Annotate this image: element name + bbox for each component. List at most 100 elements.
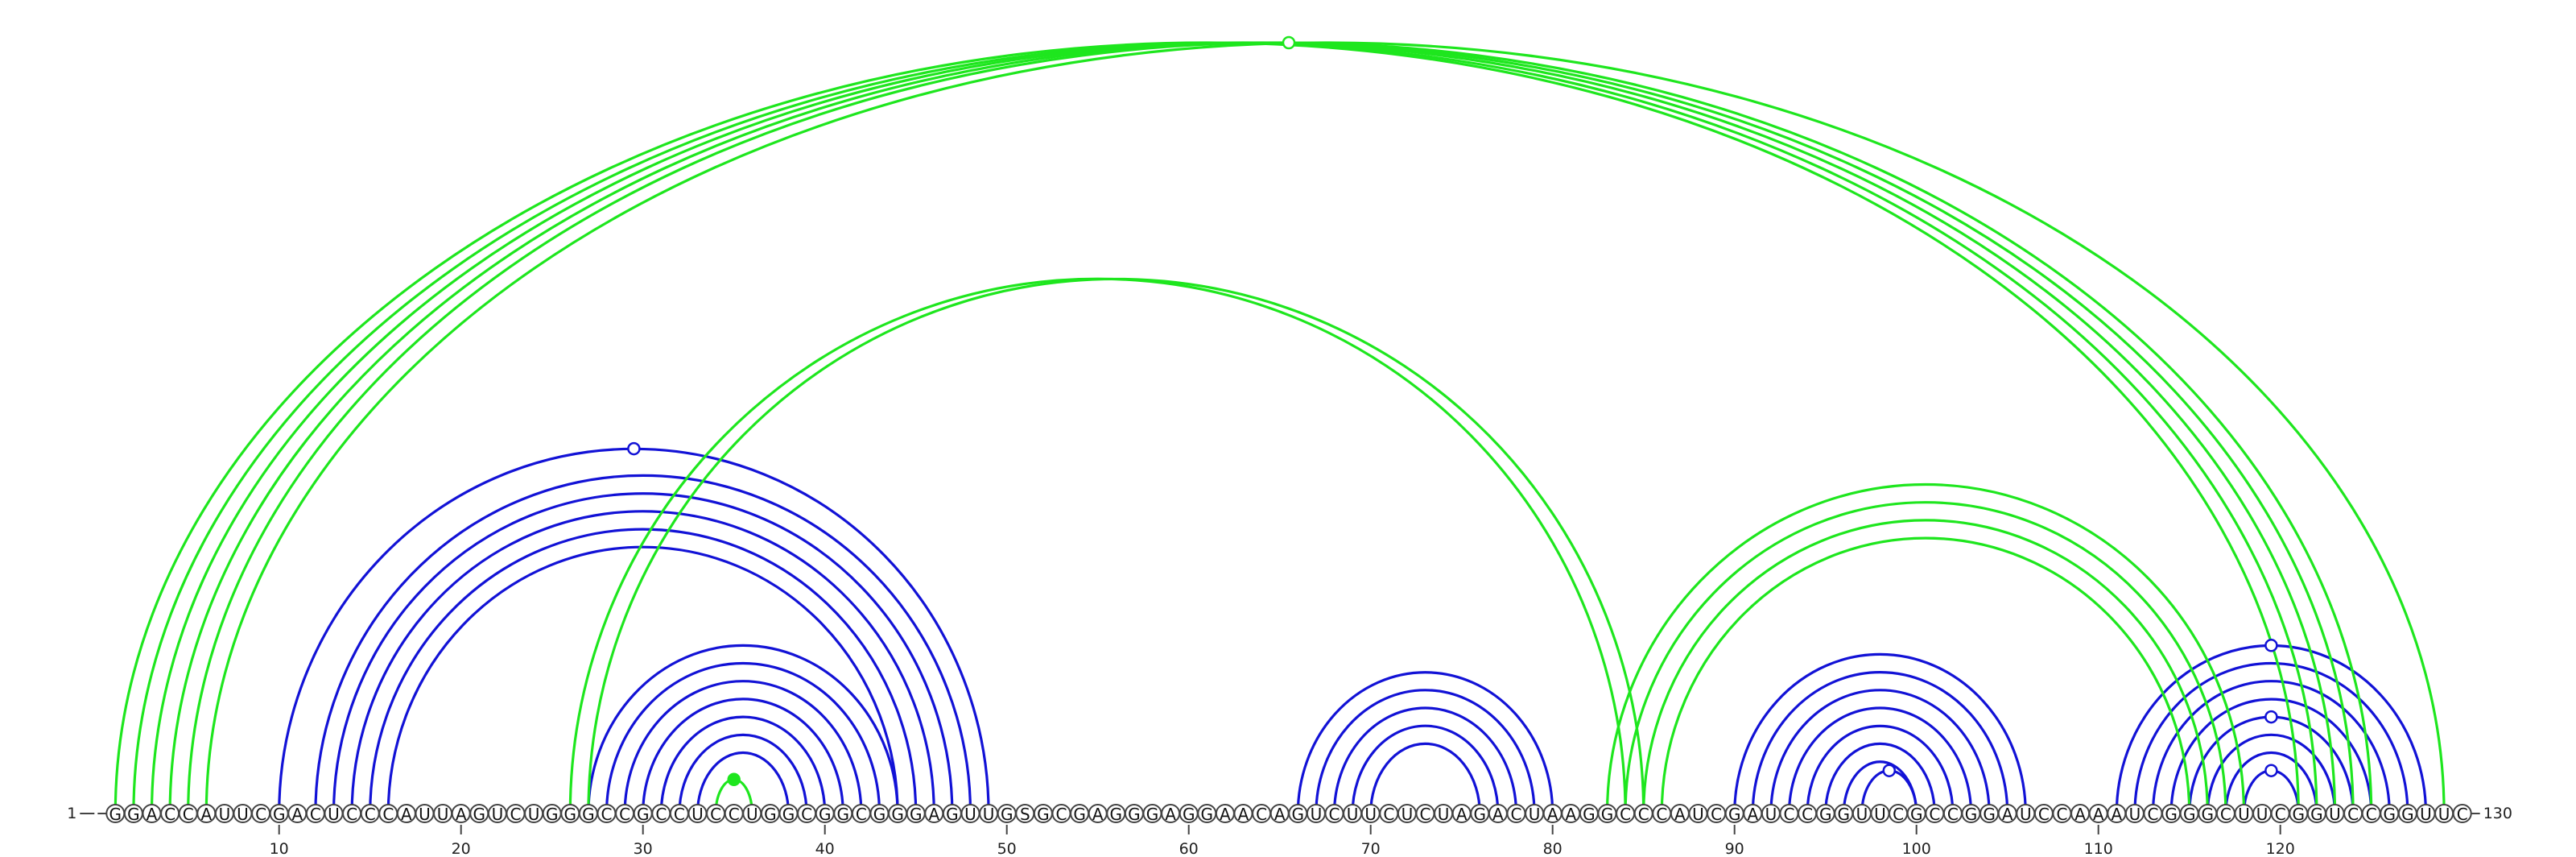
nucleotide-59: A — [1161, 804, 1181, 824]
nucleotide-22: U — [487, 804, 507, 824]
nucleotide-95: G — [1815, 804, 1835, 824]
nucleotide-102: C — [1942, 804, 1963, 824]
arc-blue-68-78 — [1332, 706, 1518, 814]
nucleotide-letter: C — [310, 805, 321, 824]
nucleotide-73: C — [1415, 804, 1435, 824]
nucleotide-letter: C — [674, 805, 685, 824]
nucleotide-letter: G — [1728, 805, 1741, 824]
nucleotide-letter: U — [1438, 805, 1450, 824]
nucleotide-letter: G — [1910, 805, 1923, 824]
nucleotide-letter: A — [1547, 805, 1558, 824]
nucleotide-71: C — [1379, 804, 1399, 824]
nucleotide-letter: C — [710, 805, 721, 824]
arc-blue-66-80 — [1296, 671, 1554, 814]
nucleotide-letter: U — [2256, 805, 2268, 824]
nucleotide-letter: A — [1747, 805, 1758, 824]
tick-label-20: 20 — [452, 840, 471, 857]
nucleotide-letter: G — [891, 805, 904, 824]
nucleotide-6: A — [196, 804, 217, 824]
arc-green-3-123 — [150, 41, 2337, 814]
arc-green-85-116 — [1642, 519, 2209, 814]
nucleotide-letter: A — [1165, 805, 1176, 824]
nucleotide-letter: C — [601, 805, 613, 824]
tick-label-100: 100 — [1902, 840, 1931, 857]
nucleotide-49: U — [979, 804, 999, 824]
nucleotide-letter: C — [1638, 805, 1649, 824]
nucleotide-128: U — [2416, 804, 2436, 824]
nucleotide-letter: C — [801, 805, 812, 824]
arc-green-26-84 — [568, 277, 1627, 814]
nucleotide-126: G — [2380, 804, 2400, 824]
nucleotide-12: C — [305, 804, 325, 824]
nucleotide-88: U — [1688, 804, 1708, 824]
tick-label-50: 50 — [997, 840, 1017, 857]
nucleotide-120: C — [2270, 804, 2290, 824]
tick-label-120: 120 — [2266, 840, 2295, 857]
arc-green-83-118 — [1605, 482, 2246, 814]
tick-layer: 10 20 30 40 50 60 70 80 90 100 110 120 — [80, 813, 2295, 857]
arc-blue-111-128 — [2115, 644, 2428, 814]
nucleotide-53: C — [1051, 804, 1071, 824]
nucleotide-112: U — [2124, 804, 2145, 824]
nucleotide-letter: G — [2293, 805, 2306, 824]
nucleotide-116: G — [2198, 804, 2218, 824]
nucleotide-61: G — [1197, 804, 1217, 824]
nucleotide-letter: C — [1383, 805, 1394, 824]
arc-blue-27-44 — [587, 644, 899, 814]
marker-3 — [727, 772, 741, 787]
nucleotide-letter: G — [1583, 805, 1596, 824]
nucleotide-letter: G — [819, 805, 832, 824]
nucleotide-31: C — [651, 804, 671, 824]
nucleotide-letter: G — [109, 805, 122, 824]
nucleotide-letter: U — [983, 805, 995, 824]
nucleotide-117: C — [2215, 804, 2235, 824]
nucleotide-50: G — [997, 804, 1017, 824]
tick-label-70: 70 — [1361, 840, 1381, 857]
nucleotide-letter: C — [1329, 805, 1340, 824]
arc-blue-67-79 — [1315, 689, 1536, 814]
arc-blue-92-104 — [1769, 689, 1991, 814]
nucleotide-100: G — [1906, 804, 1926, 824]
nucleotide-letter: U — [1364, 805, 1377, 824]
arc-blue-12-48 — [314, 474, 972, 814]
nucleotide-letter: U — [1529, 805, 1541, 824]
nucleotide-93: C — [1779, 804, 1799, 824]
arc-green-27-85 — [587, 277, 1645, 814]
nucleotide-113: C — [2143, 804, 2163, 824]
nucleotide-121: G — [2289, 804, 2309, 824]
nucleotide-letter: G — [764, 805, 777, 824]
nucleotide-32: C — [669, 804, 689, 824]
nucleotide-letter: U — [1765, 805, 1777, 824]
nucleotide-letter: C — [1656, 805, 1667, 824]
nucleotide-69: U — [1343, 804, 1363, 824]
arc-blue-10-49 — [278, 447, 990, 814]
nucleotide-82: G — [1579, 804, 1599, 824]
arc-blue-113-126 — [2151, 680, 2391, 814]
nucleotide-letter: U — [492, 805, 504, 824]
nucleotide-letter: G — [1146, 805, 1159, 824]
nucleotide-letter: U — [328, 805, 340, 824]
nucleotide-4: C — [160, 804, 180, 824]
nucleotide-5: C — [178, 804, 198, 824]
nucleotide-72: U — [1397, 804, 1417, 824]
nucleotide-66: G — [1288, 804, 1308, 824]
nucleotide-letter: A — [1220, 805, 1231, 824]
nucleotide-letter: C — [382, 805, 394, 824]
arc-blue-16-44 — [386, 545, 899, 814]
nucleotide-28: C — [597, 804, 617, 824]
nucleotide-letter: U — [2438, 805, 2450, 824]
nucleotide-letter: C — [510, 805, 522, 824]
nucleotide-25: G — [542, 804, 562, 824]
nucleotide-130: C — [2452, 804, 2472, 824]
nucleotide-43: G — [869, 804, 890, 824]
nucleotide-97: U — [1852, 804, 1872, 824]
arc-blue-90-106 — [1733, 652, 2027, 814]
nucleotide-letter: C — [2347, 805, 2359, 824]
nucleotide-letter: G — [582, 805, 595, 824]
nucleotide-letter: C — [1420, 805, 1431, 824]
nucleotide-91: A — [1743, 804, 1763, 824]
nucleotide-70: U — [1360, 804, 1381, 824]
nucleotide-2: G — [123, 804, 143, 824]
nucleotide-33: U — [687, 804, 708, 824]
